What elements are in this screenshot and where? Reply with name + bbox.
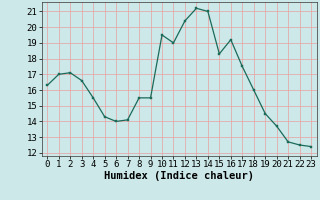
X-axis label: Humidex (Indice chaleur): Humidex (Indice chaleur) [104,171,254,181]
